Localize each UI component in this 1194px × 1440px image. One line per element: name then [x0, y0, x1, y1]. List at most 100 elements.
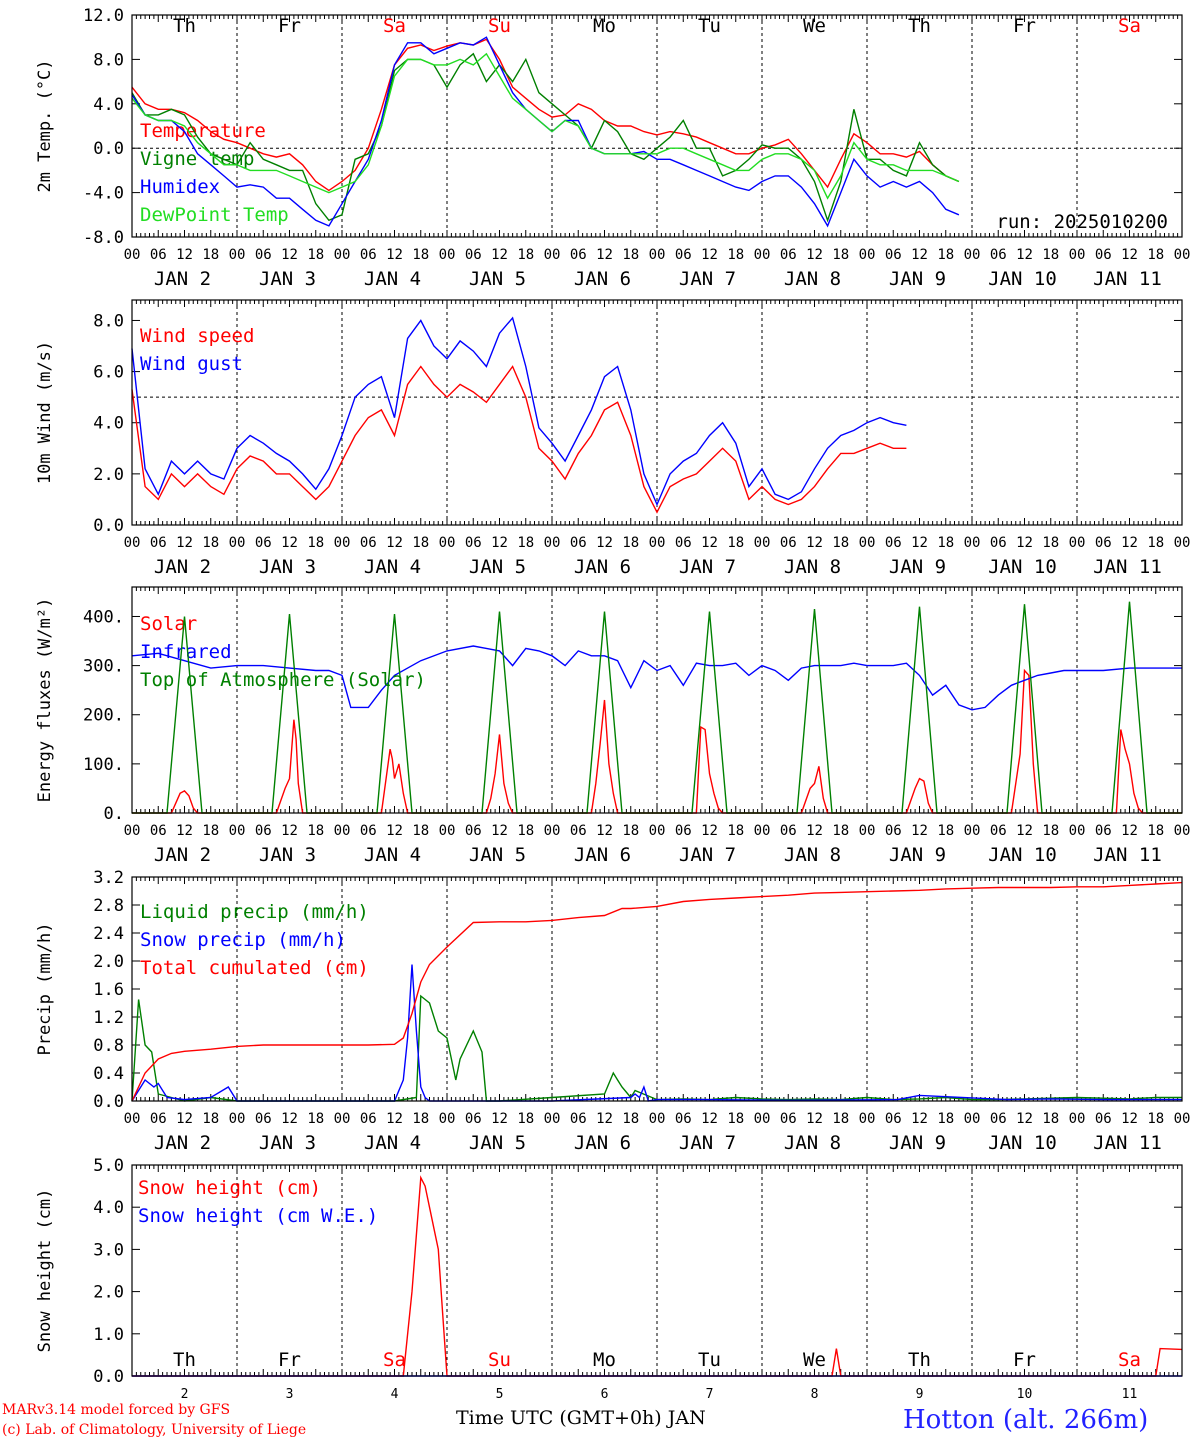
date-label: JAN 8 — [784, 268, 841, 290]
x-tick-label: 06 — [570, 247, 587, 263]
weekday-label: We — [803, 15, 826, 37]
x-tick-label: 00 — [229, 247, 246, 263]
y-tick-label: 0.0 — [93, 1092, 124, 1112]
day-number-label: 2 — [181, 1387, 189, 1402]
x-tick-label: 00 — [1069, 1111, 1086, 1127]
x-tick-label: 12 — [281, 1111, 298, 1127]
weekday-label: Sa — [1118, 15, 1141, 37]
x-tick-label: 06 — [150, 823, 167, 839]
y-tick-label: 0.8 — [93, 1036, 124, 1056]
x-tick-label: 06 — [675, 247, 692, 263]
x-tick-label: 18 — [832, 247, 849, 263]
legend-entry: Liquid precip (mm/h) — [140, 901, 369, 923]
legend-entry: Total cumulated (cm) — [140, 957, 369, 979]
x-tick-label: 12 — [911, 535, 928, 551]
x-tick-label: 06 — [885, 823, 902, 839]
x-tick-label: 06 — [1095, 1111, 1112, 1127]
date-label: JAN 11 — [1093, 844, 1162, 866]
series-line-temperature — [131, 38, 960, 192]
date-label: JAN 4 — [364, 844, 421, 866]
date-label: JAN 2 — [154, 268, 211, 290]
x-tick-label: 00 — [754, 247, 771, 263]
date-label: JAN 4 — [364, 268, 421, 290]
date-label: JAN 6 — [574, 1132, 631, 1154]
date-label: JAN 2 — [154, 556, 211, 578]
x-tick-label: 12 — [491, 247, 508, 263]
date-label: JAN 2 — [154, 844, 211, 866]
x-tick-label: 06 — [990, 247, 1007, 263]
x-tick-label: 12 — [1016, 823, 1033, 839]
x-tick-label: 06 — [885, 535, 902, 551]
x-tick-label: 00 — [859, 1111, 876, 1127]
date-label: JAN 5 — [469, 556, 526, 578]
legend-entry: DewPoint Temp — [140, 204, 289, 226]
weekday-label: Tu — [698, 15, 721, 37]
x-tick-label: 00 — [754, 1111, 771, 1127]
x-tick-label: 18 — [307, 823, 324, 839]
x-tick-label: 12 — [701, 247, 718, 263]
weekday-label: Fr — [278, 1349, 301, 1371]
x-tick-label: 18 — [1147, 247, 1164, 263]
series-line-solar — [132, 668, 1182, 814]
x-tick-label: 06 — [570, 1111, 587, 1127]
x-tick-label: 06 — [150, 535, 167, 551]
y-tick-label: 2.8 — [93, 896, 124, 916]
x-tick-label: 00 — [229, 823, 246, 839]
weekday-label: Th — [173, 15, 196, 37]
panel-1: -8.0 -4.0 0.0 4.0 8.0 12.0 2m Temp. (°C) Temper… — [35, 6, 1190, 290]
x-tick-label: 00 — [124, 823, 141, 839]
y-tick-label: 0.0 — [93, 1367, 124, 1387]
date-label: JAN 9 — [889, 268, 946, 290]
date-label: JAN 3 — [259, 268, 316, 290]
series-line-wind-gust — [131, 316, 907, 507]
date-label: JAN 10 — [988, 556, 1057, 578]
x-tick-label: 12 — [596, 823, 613, 839]
x-tick-label: 00 — [334, 823, 351, 839]
x-tick-label: 12 — [1121, 247, 1138, 263]
x-tick-label: 18 — [307, 247, 324, 263]
y-axis-label: 2m Temp. (°C) — [35, 59, 55, 192]
legend-entry: Snow precip (mm/h) — [140, 929, 346, 951]
legend-entry: Wind gust — [140, 353, 243, 375]
date-label: JAN 5 — [469, 1132, 526, 1154]
y-tick-label: 0.0 — [93, 516, 124, 536]
x-tick-label: 12 — [911, 823, 928, 839]
x-tick-label: 00 — [1174, 1111, 1191, 1127]
date-label: JAN 5 — [469, 844, 526, 866]
plot-frame — [131, 1164, 1183, 1377]
x-tick-label: 00 — [334, 1111, 351, 1127]
x-tick-label: 00 — [649, 823, 666, 839]
weekday-label: Th — [908, 1349, 931, 1371]
date-label: JAN 2 — [154, 1132, 211, 1154]
x-tick-label: 18 — [1147, 823, 1164, 839]
plot-frame — [131, 14, 1183, 238]
x-tick-label: 12 — [596, 247, 613, 263]
x-tick-label: 18 — [202, 1111, 219, 1127]
x-tick-label: 00 — [439, 247, 456, 263]
day-number-label: 4 — [391, 1387, 399, 1402]
panel-3: 0. 100. 200. 300. 400. Energy fluxes (W/m²) So… — [35, 586, 1190, 866]
y-tick-label: 300. — [83, 657, 124, 677]
x-tick-label: 12 — [1121, 823, 1138, 839]
legend-entry: Snow height (cm) — [138, 1177, 321, 1199]
x-axis-label: Time UTC (GMT+0h) JAN — [456, 1407, 706, 1429]
x-tick-label: 18 — [1042, 1111, 1059, 1127]
x-tick-label: 12 — [596, 1111, 613, 1127]
x-tick-label: 06 — [990, 1111, 1007, 1127]
y-tick-label: 2.0 — [93, 952, 124, 972]
date-label: JAN 8 — [784, 556, 841, 578]
x-tick-label: 12 — [1121, 535, 1138, 551]
x-tick-label: 18 — [1042, 535, 1059, 551]
y-tick-label: 2.0 — [93, 465, 124, 485]
date-label: JAN 7 — [679, 1132, 736, 1154]
x-tick-label: 06 — [885, 247, 902, 263]
date-label: JAN 9 — [889, 1132, 946, 1154]
weekday-label: We — [803, 1349, 826, 1371]
x-tick-label: 06 — [990, 823, 1007, 839]
x-tick-label: 12 — [1016, 247, 1033, 263]
date-label: JAN 7 — [679, 844, 736, 866]
date-label: JAN 3 — [259, 556, 316, 578]
x-tick-label: 12 — [1121, 1111, 1138, 1127]
x-tick-label: 06 — [360, 1111, 377, 1127]
